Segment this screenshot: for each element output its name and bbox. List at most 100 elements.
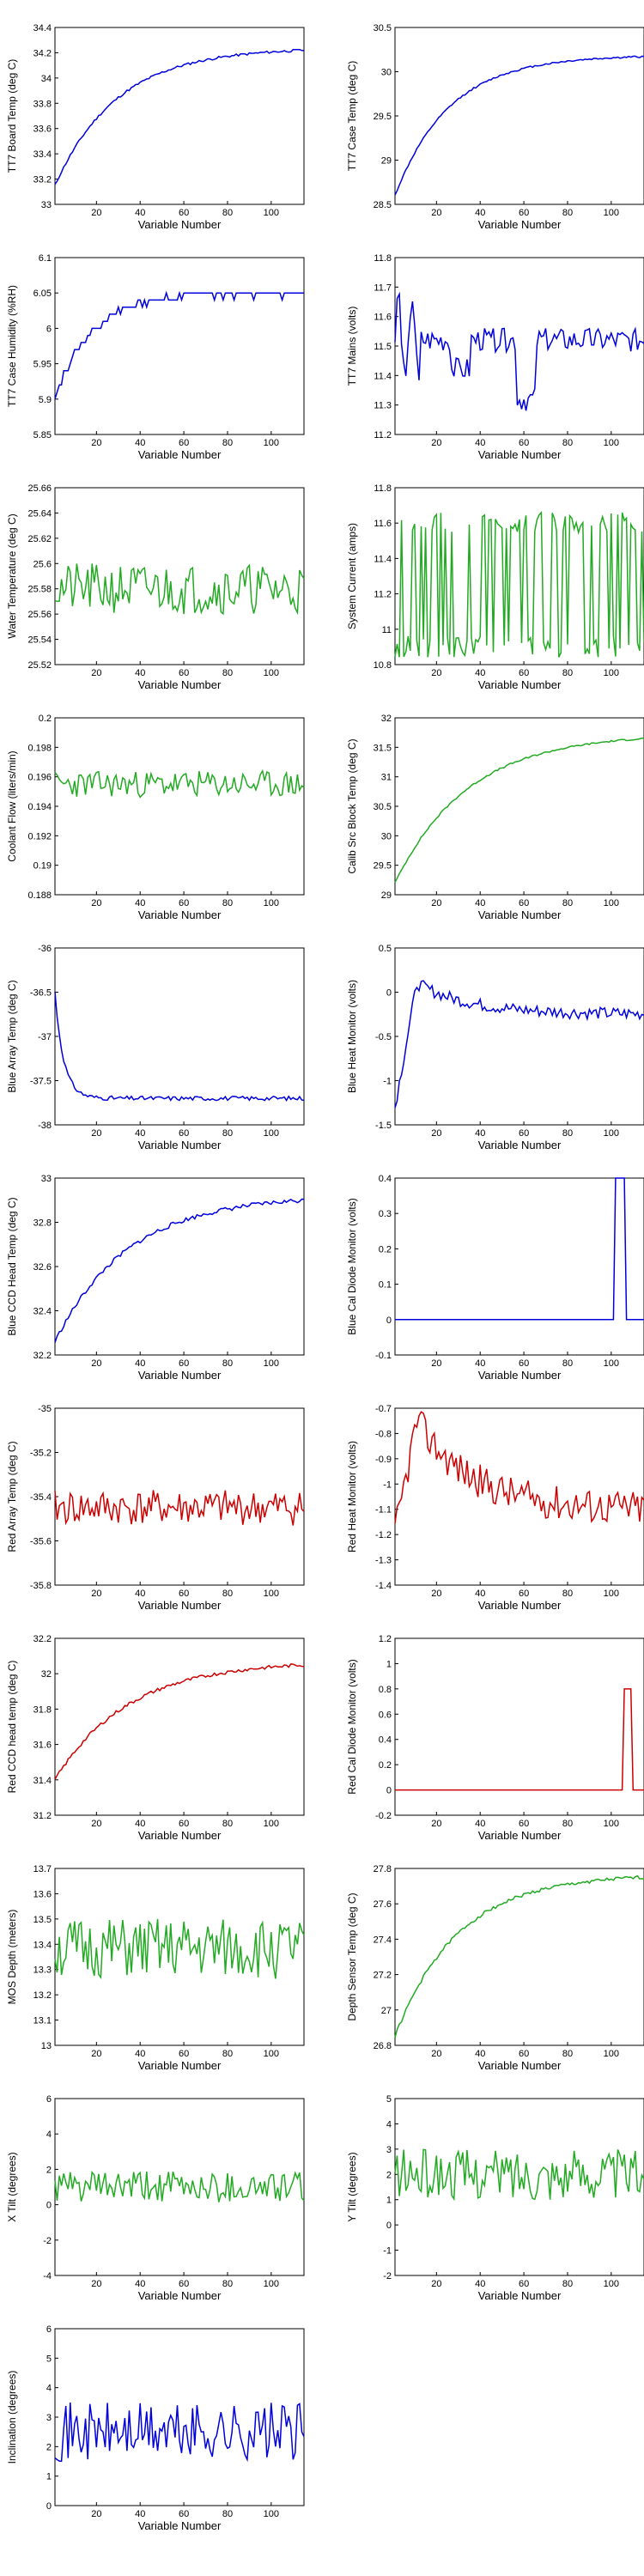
x-tick-label: 80 <box>562 2049 573 2059</box>
y-tick-label: 31.5 <box>374 743 392 753</box>
y-tick-label: 29.5 <box>374 112 392 122</box>
y-tick-label: 0.196 <box>27 773 52 783</box>
chart-panel: 20 40 60 80 100 -2 -1 0 1 2 3 4 5 Variable Number Y Ti… <box>346 2094 644 2302</box>
x-tick-label: 40 <box>135 2509 145 2519</box>
y-tick-label: -0.1 <box>375 1351 392 1361</box>
series-line <box>394 737 644 884</box>
y-tick-label: 11.2 <box>374 430 392 440</box>
x-tick-label: 60 <box>179 1358 189 1369</box>
chart-panel: 20 40 60 80 100 -0.1 0 0.1 0.2 0.3 0.4 Variable Num… <box>346 1174 644 1382</box>
y-tick-label: 2 <box>46 2442 52 2452</box>
y-tick-label: 27.6 <box>374 1899 392 1910</box>
chart-panel: 20 40 60 80 100 31.2 31.4 31.6 31.8 32 32.2 Variabl… <box>6 1634 305 1842</box>
y-tick-label: -2 <box>43 2236 52 2246</box>
y-tick-label: 6.1 <box>39 253 52 264</box>
y-axis-label: Blue Array Temp (deg C) <box>6 980 18 1092</box>
y-tick-label: -0.8 <box>375 1429 392 1439</box>
plot-frame <box>54 2098 305 2276</box>
y-tick-label: 0 <box>386 988 392 999</box>
series-line <box>54 290 304 400</box>
x-axis-label: Variable Number <box>478 1139 562 1151</box>
series-line <box>394 510 644 658</box>
y-tick-label: 11 <box>382 625 392 635</box>
x-axis-label: Variable Number <box>478 2289 562 2302</box>
y-tick-label: 0.4 <box>379 1174 392 1184</box>
y-tick-label: 11.4 <box>374 371 392 381</box>
y-tick-label: 34 <box>41 74 52 84</box>
plot-frame <box>54 2328 305 2506</box>
y-tick-label: 13.6 <box>33 1889 52 1899</box>
y-tick-label: -35.6 <box>30 1537 52 1547</box>
x-tick-label: 20 <box>91 208 101 218</box>
x-tick-label: 20 <box>91 1589 101 1599</box>
y-tick-label: 31 <box>381 773 392 783</box>
y-tick-label: 33.8 <box>33 99 52 109</box>
x-tick-label: 40 <box>135 1128 145 1139</box>
plot-frame <box>54 27 305 205</box>
x-tick-label: 80 <box>562 668 573 678</box>
y-tick-label: 11.8 <box>374 253 392 264</box>
x-tick-label: 60 <box>179 1589 189 1599</box>
x-axis-label: Variable Number <box>478 1369 562 1382</box>
y-axis-label: Red Cal Diode Monitor (volts) <box>346 1659 358 1794</box>
x-tick-label: 60 <box>519 668 529 678</box>
series-line <box>394 55 644 196</box>
x-axis-label: Variable Number <box>478 218 562 231</box>
x-tick-label: 100 <box>264 2049 279 2059</box>
y-tick-label: 0.198 <box>27 743 52 753</box>
y-tick-label: 29 <box>381 890 392 901</box>
x-tick-label: 40 <box>475 1589 485 1599</box>
y-axis-label: Depth Sensor Temp (deg C) <box>346 1893 358 2020</box>
chart-panel: 20 40 60 80 100 28.5 29 29.5 30 30.5 Variable Numb… <box>346 23 644 231</box>
x-tick-label: 100 <box>264 1128 279 1139</box>
y-tick-label: 31.6 <box>33 1741 52 1751</box>
y-tick-label: 31.8 <box>33 1704 52 1715</box>
y-tick-label: 11.5 <box>374 342 392 352</box>
x-tick-label: 60 <box>519 898 529 908</box>
plot-frame <box>394 1868 644 2046</box>
x-tick-label: 100 <box>264 1589 279 1599</box>
y-axis-label: Water Temperature (deg C) <box>6 513 18 638</box>
x-tick-label: 80 <box>222 1589 233 1599</box>
chart-panel: 20 40 60 80 100 11.2 11.3 11.4 11.5 11.6 11.7 11.8 V… <box>346 253 644 461</box>
x-tick-label: 60 <box>179 208 189 218</box>
plot-frame <box>394 257 644 435</box>
y-tick-label: 6 <box>46 2324 52 2335</box>
x-tick-label: 40 <box>475 1128 485 1139</box>
x-tick-label: 100 <box>604 1128 619 1139</box>
series-line <box>54 2402 305 2463</box>
y-tick-label: 11.3 <box>374 401 392 411</box>
x-tick-label: 40 <box>135 208 145 218</box>
y-axis-label: TT7 Board Temp (deg C) <box>6 59 18 173</box>
x-tick-label: 40 <box>135 668 145 678</box>
x-tick-label: 20 <box>431 208 441 218</box>
x-tick-label: 100 <box>604 208 619 218</box>
y-tick-label: 0 <box>46 2201 52 2211</box>
y-tick-label: -38 <box>38 1121 52 1131</box>
x-tick-label: 60 <box>179 438 189 448</box>
x-tick-label: 60 <box>519 1358 529 1369</box>
y-axis-label: System Current (amps) <box>346 523 358 629</box>
y-tick-label: 32.8 <box>33 1218 52 1229</box>
plot-frame <box>54 257 305 435</box>
x-tick-label: 80 <box>562 1589 573 1599</box>
y-tick-label: 13.2 <box>33 1990 52 2001</box>
x-tick-label: 60 <box>179 668 189 678</box>
y-tick-label: 27.2 <box>374 1971 392 1981</box>
x-tick-label: 40 <box>135 438 145 448</box>
y-tick-label: 5.95 <box>33 360 52 370</box>
chart-panel: 20 40 60 80 100 26.8 27 27.2 27.4 27.6 27.8 Variabl… <box>346 1864 644 2072</box>
series-line <box>394 2148 644 2202</box>
y-tick-label: 31.4 <box>33 1776 52 1786</box>
y-tick-label: 0 <box>386 1786 392 1796</box>
x-tick-label: 100 <box>604 1358 619 1369</box>
x-tick-label: 40 <box>135 898 145 908</box>
x-tick-label: 40 <box>475 1819 485 1829</box>
y-tick-label: 30.5 <box>374 802 392 812</box>
y-tick-label: 32.4 <box>33 1307 52 1317</box>
x-tick-label: 80 <box>222 1128 233 1139</box>
y-tick-label: 34.2 <box>33 48 52 58</box>
y-axis-label: Red Heat Monitor (volts) <box>346 1441 358 1552</box>
y-tick-label: 0 <box>386 2221 392 2231</box>
x-tick-label: 20 <box>91 1128 101 1139</box>
